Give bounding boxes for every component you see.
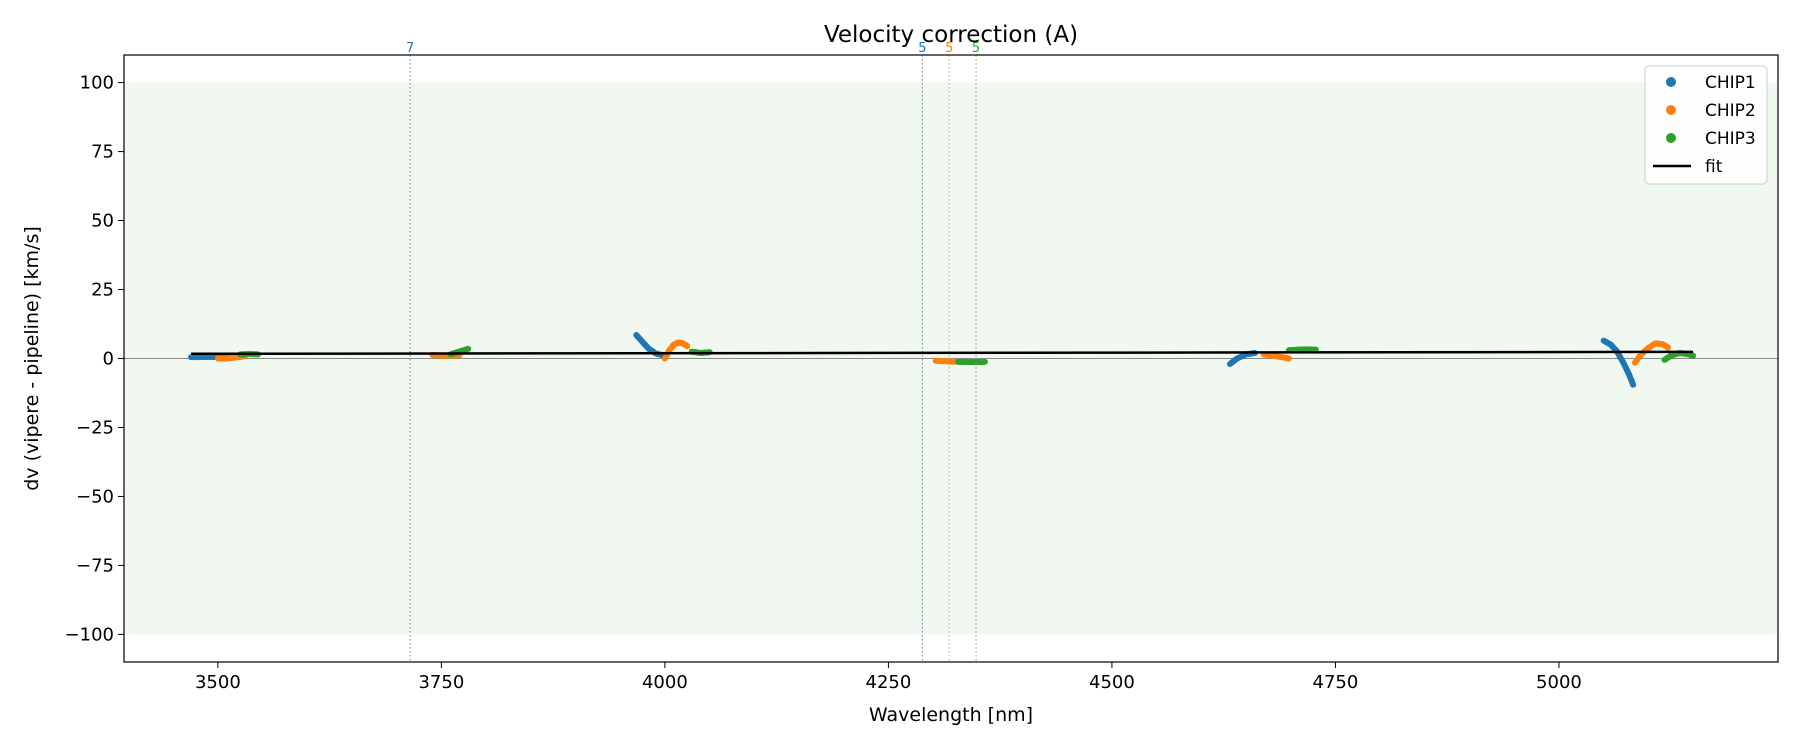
legend-box [1644, 65, 1768, 185]
legend-label-chip1: CHIP1 [1705, 73, 1756, 93]
x-axis-label: Wavelength [nm] [869, 704, 1033, 726]
data-point [684, 343, 691, 350]
data-point [981, 358, 988, 365]
x-tick-label: 3750 [418, 672, 464, 693]
fit-line [191, 350, 1694, 356]
y-tick-label: −50 [76, 486, 114, 507]
x-tick-label: 4250 [866, 672, 912, 693]
y-tick-label: 50 [91, 211, 114, 232]
order-marker-label: 5 [945, 41, 953, 56]
y-tick-label: 100 [80, 73, 114, 94]
y-tick-label: −100 [65, 624, 114, 645]
y-tick-label: 0 [103, 349, 114, 370]
x-tick-label: 4000 [642, 672, 688, 693]
legend-label-chip3: CHIP3 [1705, 129, 1756, 149]
data-point [1285, 355, 1292, 362]
x-tick-label: 3500 [195, 672, 241, 693]
data-points-group [188, 332, 1697, 388]
legend-label-chip2: CHIP2 [1705, 101, 1756, 121]
order-marker-label: 7 [406, 41, 414, 56]
data-point [465, 345, 472, 352]
y-tick-label: −25 [76, 417, 114, 438]
x-tick-label: 4500 [1089, 672, 1135, 693]
legend-label-fit: fit [1705, 157, 1723, 177]
data-point [1665, 344, 1672, 351]
legend-marker-chip1 [1666, 77, 1676, 87]
x-tick-label: 5000 [1536, 672, 1582, 693]
y-tick-label: 75 [91, 142, 114, 163]
y-tick-label: 25 [91, 280, 114, 301]
order-marker-label: 5 [972, 41, 980, 56]
data-point [1690, 352, 1697, 359]
legend: CHIP1 CHIP2 CHIP3 fit [1644, 65, 1768, 185]
y-tick-label: −75 [76, 555, 114, 576]
chart-title: Velocity correction (A) [824, 22, 1078, 48]
y-axis-label: dv (vipere - pipeline) [km/s] [21, 226, 43, 491]
order-marker-label: 5 [918, 41, 926, 56]
legend-marker-chip3 [1666, 133, 1676, 143]
data-point [1630, 381, 1637, 388]
x-tick-label: 4750 [1313, 672, 1359, 693]
legend-marker-chip2 [1666, 105, 1676, 115]
